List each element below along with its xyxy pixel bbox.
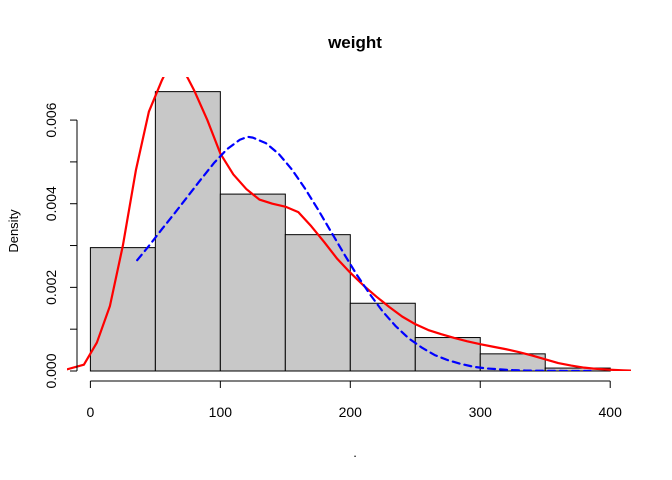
x-tick-label: 200 [339,404,363,420]
y-tick-label: 0.000 [43,353,59,388]
histogram-bar [219,193,286,372]
x-axis: 0 100 200 300 400 [86,380,623,420]
x-tick-label: 0 [86,404,94,420]
x-axis-label: . [353,445,357,460]
chart-title: weight [327,33,382,52]
density-curves [67,77,631,371]
y-tick-label: 0.002 [43,270,59,305]
y-axis-label: Density [6,209,21,253]
histogram-bar [284,234,351,372]
kernel-density-curve [67,77,631,371]
normal-density-curve [136,135,592,371]
histogram-bar [349,302,416,372]
y-tick-label: 0.004 [43,186,59,221]
x-tick-label: 400 [599,404,623,420]
histogram-bar [89,247,156,372]
histogram-bar [154,91,221,372]
x-tick-label: 100 [209,404,233,420]
x-tick-label: 300 [469,404,493,420]
y-axis: 0.000 0.002 0.004 0.006 [43,102,78,389]
histogram-bars [89,91,611,372]
y-tick-label: 0.006 [43,102,59,137]
